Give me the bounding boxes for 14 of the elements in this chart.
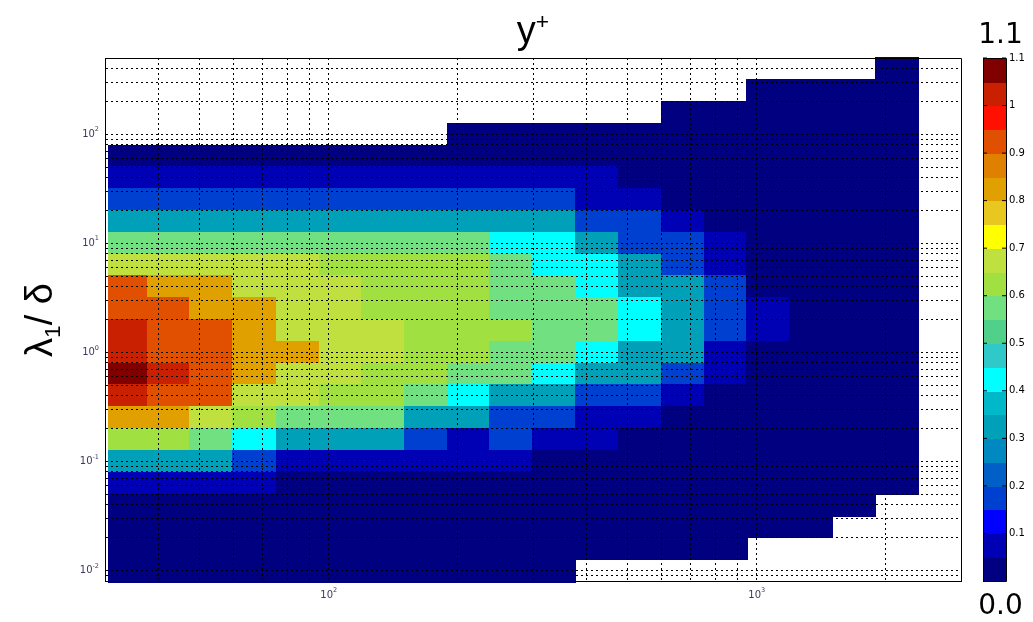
color-bar-label: 1 <box>1009 99 1016 111</box>
text: 0.0 <box>978 588 1023 622</box>
color-bar-label: 0.6 <box>1009 289 1025 301</box>
text: 1.1 <box>978 17 1023 51</box>
color-bar-label: 0.7 <box>1009 241 1025 253</box>
color-bar-label: 0.5 <box>1009 336 1025 348</box>
color-bar-label: 1.1 <box>1009 51 1025 63</box>
color-bar-label: 0.2 <box>1009 479 1025 491</box>
color-bar-label: 0.3 <box>1009 431 1025 443</box>
color-bar-label: 0.9 <box>1009 146 1025 158</box>
color-bar-label: 0.8 <box>1009 194 1025 206</box>
color-bar-label: 0.1 <box>1009 527 1025 539</box>
color-bar-label: 0.4 <box>1009 384 1025 396</box>
x-axis-title: y$^{+}$ <box>516 8 550 51</box>
